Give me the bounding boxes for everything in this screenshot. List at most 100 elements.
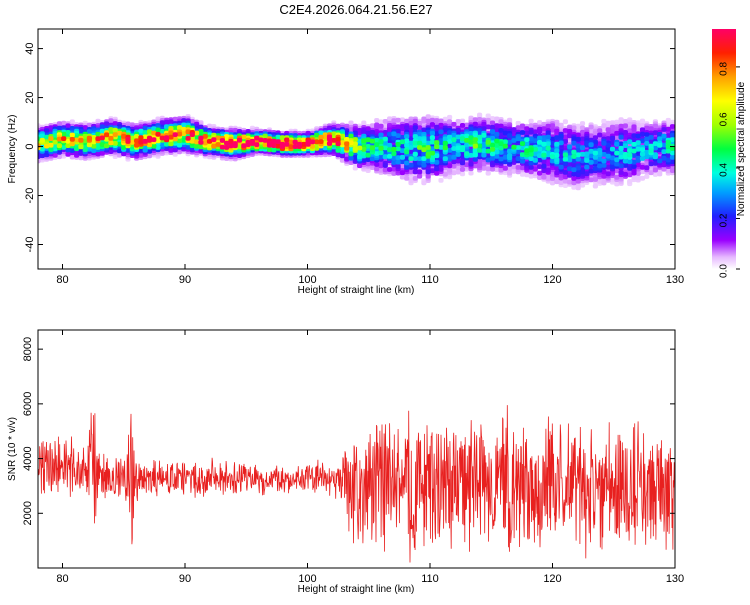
heatmap-cell-1596 <box>438 160 444 166</box>
heatmap-cell-1786 <box>584 140 590 146</box>
heatmap-cell-2486 <box>399 139 405 145</box>
heatmap-cell-2345 <box>537 140 543 145</box>
heatmap-cell-2302 <box>635 146 641 152</box>
snr-y-ticks: 2000 4000 6000 8000 <box>22 337 675 526</box>
heatmap-cell-1926 <box>571 140 577 146</box>
snr-x-ticks: 80 90 100 110 120 130 <box>56 330 684 585</box>
heatmap-cell-2199 <box>507 153 513 158</box>
heatmap-cell-2253 <box>537 153 543 158</box>
heatmap-cell-2476 <box>498 145 504 151</box>
heatmap-cell-2912 <box>142 138 148 144</box>
heatmap-cell-2251 <box>455 134 461 140</box>
heatmap-cell-696 <box>614 126 620 132</box>
heatmap-cell-1731 <box>609 164 616 170</box>
heatmap-cell-1664 <box>631 164 637 169</box>
heatmap-cell-2350 <box>429 135 435 141</box>
heatmap-cell-2421 <box>408 156 414 161</box>
heatmap-cell-2808 <box>116 130 123 136</box>
heatmap-cell-2686 <box>236 144 243 150</box>
heatmap-cell-212 <box>387 116 393 122</box>
heatmap-cell-994 <box>417 125 423 131</box>
heatmap-cell-2659 <box>421 147 427 153</box>
heatmap-cell-98 <box>489 116 496 121</box>
heatmap-cell-731 <box>652 167 658 173</box>
heatmap-cell-581 <box>438 118 444 124</box>
heatmap-cell-1947 <box>635 155 641 161</box>
heatmap-cell-2703 <box>339 133 345 139</box>
heatmap-cell-791 <box>365 161 371 167</box>
heatmap-cell-2902 <box>159 135 165 141</box>
heatmap-cell-1014 <box>532 166 538 172</box>
heatmap-cell-850 <box>335 123 341 129</box>
heatmap-cell-1675 <box>417 151 423 157</box>
heatmap-cell-953 <box>601 174 607 179</box>
heatmap-cell-1810 <box>472 157 478 162</box>
heatmap-cell-2229 <box>464 142 470 148</box>
heatmap-cell-663 <box>429 117 435 123</box>
heatmap-cell-2007 <box>489 129 496 135</box>
heatmap-cell-2939 <box>292 139 298 145</box>
heatmap-cell-1591 <box>588 168 594 174</box>
heatmap-cell-2716 <box>357 145 363 151</box>
heatmap-cell-2080 <box>558 140 564 146</box>
heatmap-cell-2906 <box>146 135 153 141</box>
heatmap-cell-55 <box>442 116 448 122</box>
heatmap-cell-2951 <box>232 141 238 146</box>
heatmap-cell-2378 <box>176 142 183 148</box>
heatmap-cell-2407 <box>631 148 637 154</box>
heatmap-cell-2174 <box>507 148 513 154</box>
heatmap-cell-1607 <box>442 127 448 133</box>
heatmap-cell-139 <box>69 119 75 125</box>
heatmap-cell-1813 <box>404 165 410 170</box>
heatmap-cell-1003 <box>562 134 568 140</box>
heatmap-cell-2920 <box>211 137 217 142</box>
heatmap-cell-1903 <box>592 159 598 165</box>
heatmap-cell-2927 <box>254 135 260 141</box>
heatmap-cell-2625 <box>472 137 478 142</box>
heatmap-cell-2309 <box>412 134 418 139</box>
heatmap-cell-1485 <box>481 126 487 132</box>
heatmap-cell-2191 <box>532 151 538 157</box>
heatmap-cell-841 <box>464 162 470 168</box>
heatmap-cell-227 <box>635 122 641 128</box>
heatmap-cell-720 <box>597 128 603 133</box>
heatmap-cell-2084 <box>597 156 603 162</box>
heatmap-cell-330 <box>601 180 607 186</box>
heatmap-cell-2038 <box>515 136 521 142</box>
heatmap-cell-2306 <box>404 142 410 148</box>
heatmap-cell-149 <box>399 117 405 123</box>
heatmap-cell-914 <box>502 165 508 171</box>
heatmap-cell-2588 <box>99 142 105 147</box>
heatmap-cell-1770 <box>605 142 611 148</box>
heatmap-cell-2200 <box>639 156 646 161</box>
heatmap-cell-1104 <box>631 168 637 174</box>
heatmap-cell-1405 <box>404 125 410 131</box>
heatmap-cell-2178 <box>541 146 547 151</box>
heatmap-cell-2509 <box>665 139 671 145</box>
heatmap-cell-2221 <box>382 154 388 160</box>
heatmap-cell-2255 <box>151 126 157 131</box>
heatmap-cell-1072 <box>597 141 603 147</box>
heatmap-cell-1863 <box>575 147 581 153</box>
heatmap-cell-1774 <box>592 166 598 171</box>
heatmap-cell-2654 <box>91 143 97 149</box>
heatmap-cell-844 <box>605 131 611 137</box>
heatmap-cell-1847 <box>665 157 671 163</box>
heatmap-cell-626 <box>464 122 470 128</box>
heatmap-cell-2838 <box>318 134 324 140</box>
heatmap-cell-2473 <box>519 152 526 157</box>
heatmap-cell-2034 <box>395 159 401 165</box>
heatmap-cell-2589 <box>314 132 320 138</box>
heatmap-cell-1973 <box>391 160 397 165</box>
heatmap-cell-752 <box>575 178 581 184</box>
heatmap-cell-2336 <box>472 132 478 138</box>
heatmap-cell-1822 <box>571 158 577 164</box>
heatmap-cell-2508 <box>528 151 534 157</box>
heatmap-cell-552 <box>421 118 427 124</box>
heatmap-cell-2596 <box>468 139 474 145</box>
heatmap-cell-1071 <box>665 126 671 132</box>
heatmap-cell-2049 <box>417 131 423 137</box>
heatmap-cell-2448 <box>159 129 165 134</box>
heatmap-cell-170 <box>605 120 611 126</box>
heatmap-cell-2910 <box>189 132 195 137</box>
